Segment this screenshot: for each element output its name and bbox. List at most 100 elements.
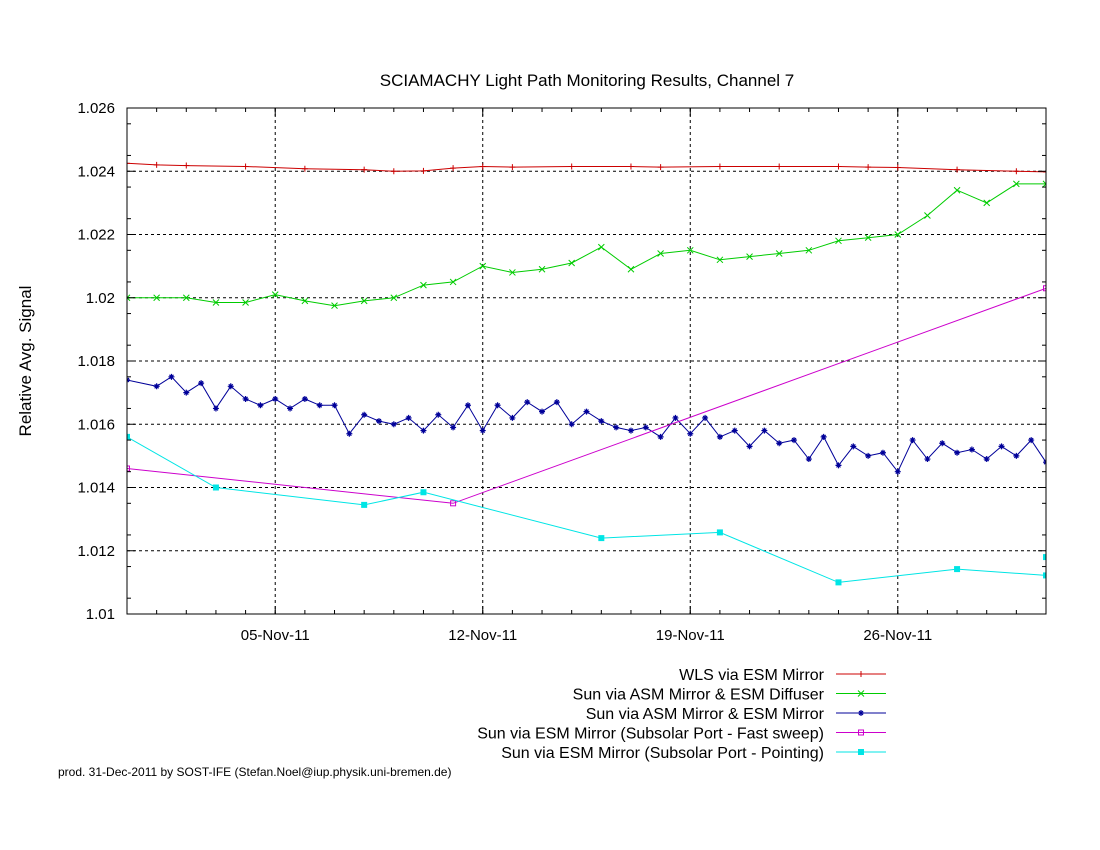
- data-point: [405, 414, 412, 421]
- data-point: [450, 424, 457, 431]
- legend-label: Sun via ASM Mirror & ESM Diffuser: [573, 687, 825, 704]
- data-point: [686, 246, 694, 254]
- data-point: [568, 421, 575, 428]
- data-point: [983, 199, 991, 207]
- data-point: [583, 408, 590, 415]
- data-point: [820, 433, 827, 440]
- data-point: [835, 579, 842, 586]
- data-point: [331, 402, 338, 409]
- data-point: [1012, 180, 1020, 188]
- data-point: [450, 165, 457, 172]
- data-point: [627, 163, 634, 170]
- data-point: [672, 414, 679, 421]
- data-point: [791, 437, 798, 444]
- series-line: [127, 183, 1046, 307]
- data-point: [420, 427, 427, 434]
- x-tick-label: 05-Nov-11: [241, 627, 310, 644]
- series-2: [127, 180, 1046, 310]
- data-point: [731, 427, 738, 434]
- axes: 1.01 1.012 1.014 1.016 1.018 1.02 1.022 1.024 1.…: [77, 100, 1047, 644]
- data-point: [657, 433, 664, 440]
- data-point: [272, 395, 279, 402]
- legend-marker: [858, 671, 864, 677]
- data-point: [390, 168, 397, 175]
- data-point: [479, 427, 486, 434]
- data-point: [183, 389, 190, 396]
- data-point: [1043, 285, 1046, 292]
- data-point: [998, 443, 1005, 450]
- data-point: [331, 302, 338, 310]
- data-point: [464, 402, 471, 409]
- series-line: [127, 376, 1046, 473]
- data-point: [127, 433, 130, 440]
- data-point: [361, 411, 368, 418]
- data-point: [968, 446, 975, 453]
- chart-title: SCIAMACHY Light Path Monitoring Results,…: [380, 71, 795, 90]
- data-point: [182, 294, 190, 302]
- legend-marker: [857, 690, 865, 697]
- data-point: [805, 456, 812, 463]
- data-point: [598, 418, 605, 425]
- data-point: [746, 443, 753, 450]
- data-point: [954, 449, 961, 456]
- data-point: [420, 489, 427, 496]
- data-point: [657, 250, 664, 257]
- data-point: [153, 383, 160, 390]
- legend-label: Sun via ESM Mirror (Subsolar Port - Poin…: [501, 745, 824, 762]
- data-point: [850, 443, 857, 450]
- data-point: [716, 163, 723, 170]
- data-point: [702, 414, 709, 421]
- data-point: [127, 160, 130, 167]
- data-point: [953, 186, 961, 194]
- data-point: [212, 484, 219, 491]
- data-point: [716, 529, 723, 536]
- data-point: [509, 414, 516, 421]
- data-point: [776, 163, 783, 170]
- legend: WLS via ESM Mirror Sun via ASM Mirror & E…: [477, 667, 886, 762]
- data-point: [1043, 554, 1046, 561]
- data-point: [864, 234, 872, 242]
- data-point: [494, 402, 501, 409]
- data-point: [775, 250, 783, 257]
- data-point: [346, 430, 353, 437]
- data-point: [613, 424, 620, 431]
- data-point: [212, 405, 219, 412]
- data-point: [360, 297, 368, 305]
- data-point: [242, 163, 249, 170]
- data-point: [257, 402, 264, 409]
- production-credit: prod. 31-Dec-2011 by SOST-IFE (Stefan.No…: [58, 765, 451, 779]
- y-tick-label: 1.018: [77, 353, 115, 370]
- data-point: [835, 237, 842, 245]
- data-point: [509, 164, 516, 171]
- data-point: [1043, 168, 1046, 175]
- y-tick-label: 1.016: [77, 416, 115, 433]
- data-point: [746, 253, 753, 260]
- legend-label: WLS via ESM Mirror: [679, 667, 825, 684]
- data-point: [538, 265, 546, 273]
- series-line: [127, 436, 1046, 583]
- legend-label: Sun via ESM Mirror (Subsolar Port - Fast…: [477, 726, 824, 743]
- data-point: [242, 395, 249, 402]
- data-point: [168, 373, 175, 380]
- x-tick-label: 19-Nov-11: [656, 627, 725, 644]
- y-tick-label: 1.014: [77, 480, 115, 497]
- data-point: [642, 424, 649, 431]
- data-point: [301, 165, 308, 172]
- data-point: [212, 299, 220, 306]
- data-point: [1028, 437, 1035, 444]
- data-point: [301, 297, 309, 305]
- data-point: [597, 243, 605, 251]
- legend-marker: [858, 749, 864, 755]
- data-point: [127, 465, 130, 472]
- data-point: [1013, 168, 1020, 175]
- data-point: [127, 294, 131, 302]
- data-point: [865, 164, 872, 171]
- y-tick-label: 1.022: [77, 227, 115, 244]
- data-point: [316, 402, 323, 409]
- data-point: [1043, 572, 1046, 579]
- data-point: [954, 566, 961, 573]
- data-point: [375, 418, 382, 425]
- y-tick-label: 1.026: [77, 100, 115, 117]
- data-point: [805, 246, 813, 254]
